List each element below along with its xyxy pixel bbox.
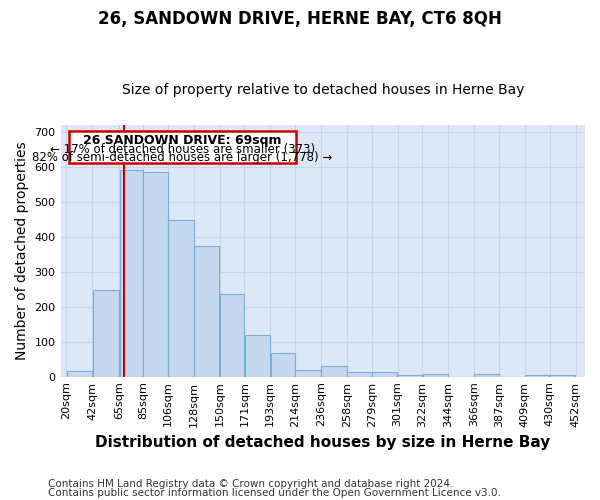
Y-axis label: Number of detached properties: Number of detached properties bbox=[15, 142, 29, 360]
Title: Size of property relative to detached houses in Herne Bay: Size of property relative to detached ho… bbox=[122, 83, 524, 97]
Text: Contains public sector information licensed under the Open Government Licence v3: Contains public sector information licen… bbox=[48, 488, 501, 498]
Bar bbox=[245, 334, 270, 376]
Text: 26 SANDOWN DRIVE: 69sqm: 26 SANDOWN DRIVE: 69sqm bbox=[83, 134, 282, 147]
Bar bbox=[92, 290, 119, 376]
Bar bbox=[119, 170, 143, 376]
X-axis label: Distribution of detached houses by size in Herne Bay: Distribution of detached houses by size … bbox=[95, 435, 550, 450]
Bar bbox=[550, 375, 575, 376]
Text: 26, SANDOWN DRIVE, HERNE BAY, CT6 8QH: 26, SANDOWN DRIVE, HERNE BAY, CT6 8QH bbox=[98, 10, 502, 28]
Bar bbox=[372, 372, 397, 376]
Bar bbox=[220, 294, 244, 376]
Bar bbox=[194, 246, 220, 376]
Bar bbox=[422, 374, 448, 376]
Bar bbox=[475, 374, 499, 376]
Bar bbox=[67, 372, 92, 376]
Bar bbox=[321, 366, 347, 376]
Bar bbox=[525, 375, 550, 376]
Bar bbox=[168, 220, 194, 376]
Text: 82% of semi-detached houses are larger (1,778) →: 82% of semi-detached houses are larger (… bbox=[32, 151, 332, 164]
Bar bbox=[271, 353, 295, 376]
Text: ← 17% of detached houses are smaller (373): ← 17% of detached houses are smaller (37… bbox=[50, 143, 315, 156]
Bar bbox=[143, 172, 167, 376]
Text: Contains HM Land Registry data © Crown copyright and database right 2024.: Contains HM Land Registry data © Crown c… bbox=[48, 479, 454, 489]
Bar bbox=[398, 375, 422, 376]
Bar bbox=[347, 372, 371, 376]
FancyBboxPatch shape bbox=[69, 130, 296, 163]
Bar bbox=[295, 370, 321, 376]
